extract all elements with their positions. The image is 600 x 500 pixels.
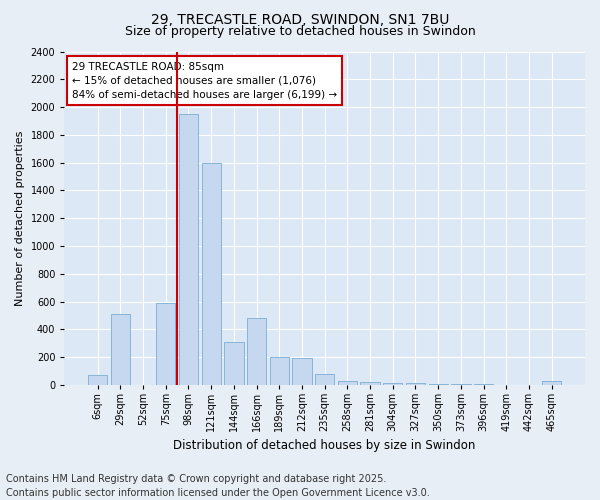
- Text: 29 TRECASTLE ROAD: 85sqm
← 15% of detached houses are smaller (1,076)
84% of sem: 29 TRECASTLE ROAD: 85sqm ← 15% of detach…: [72, 62, 337, 100]
- Bar: [451, 384, 470, 385]
- Y-axis label: Number of detached properties: Number of detached properties: [15, 130, 25, 306]
- Text: Size of property relative to detached houses in Swindon: Size of property relative to detached ho…: [125, 25, 475, 38]
- Bar: [179, 114, 198, 385]
- Text: 29, TRECASTLE ROAD, SWINDON, SN1 7BU: 29, TRECASTLE ROAD, SWINDON, SN1 7BU: [151, 12, 449, 26]
- Bar: [474, 384, 493, 385]
- Bar: [383, 383, 403, 385]
- Bar: [224, 342, 244, 385]
- Bar: [428, 384, 448, 385]
- Bar: [542, 380, 562, 385]
- Bar: [202, 162, 221, 385]
- Bar: [315, 374, 334, 385]
- Bar: [292, 358, 311, 385]
- Bar: [88, 375, 107, 385]
- Bar: [111, 314, 130, 385]
- Bar: [338, 380, 357, 385]
- Bar: [361, 382, 380, 385]
- Bar: [247, 318, 266, 385]
- Text: Contains HM Land Registry data © Crown copyright and database right 2025.
Contai: Contains HM Land Registry data © Crown c…: [6, 474, 430, 498]
- Bar: [406, 384, 425, 385]
- X-axis label: Distribution of detached houses by size in Swindon: Distribution of detached houses by size …: [173, 440, 476, 452]
- Bar: [269, 357, 289, 385]
- Bar: [156, 303, 175, 385]
